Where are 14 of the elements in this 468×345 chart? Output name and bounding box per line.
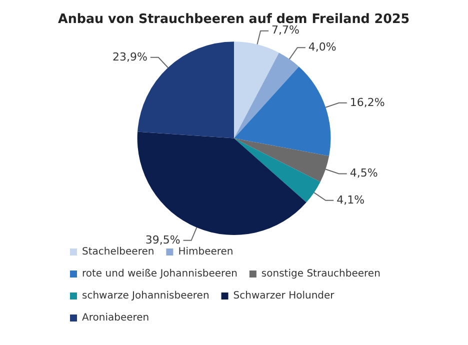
data-label: 4,5% bbox=[350, 166, 378, 180]
data-label: 7,7% bbox=[272, 24, 300, 37]
data-label: 16,2% bbox=[350, 96, 385, 109]
legend-label: Stachelbeeren bbox=[82, 246, 154, 258]
legend-label: Schwarzer Holunder bbox=[233, 290, 336, 302]
legend-label: schwarze Johannisbeeren bbox=[82, 290, 210, 302]
legend-label: sonstige Strauchbeeren bbox=[261, 268, 380, 280]
legend-label: rote und weiße Johannisbeeren bbox=[82, 268, 238, 280]
legend-label: Himbeeren bbox=[178, 246, 234, 258]
data-label: 23,9% bbox=[112, 50, 148, 64]
data-label: 4,0% bbox=[308, 40, 336, 54]
data-label: 4,1% bbox=[336, 193, 365, 206]
data-label: 39,5% bbox=[145, 233, 180, 246]
legend-label: Aroniabeeren bbox=[82, 312, 150, 324]
